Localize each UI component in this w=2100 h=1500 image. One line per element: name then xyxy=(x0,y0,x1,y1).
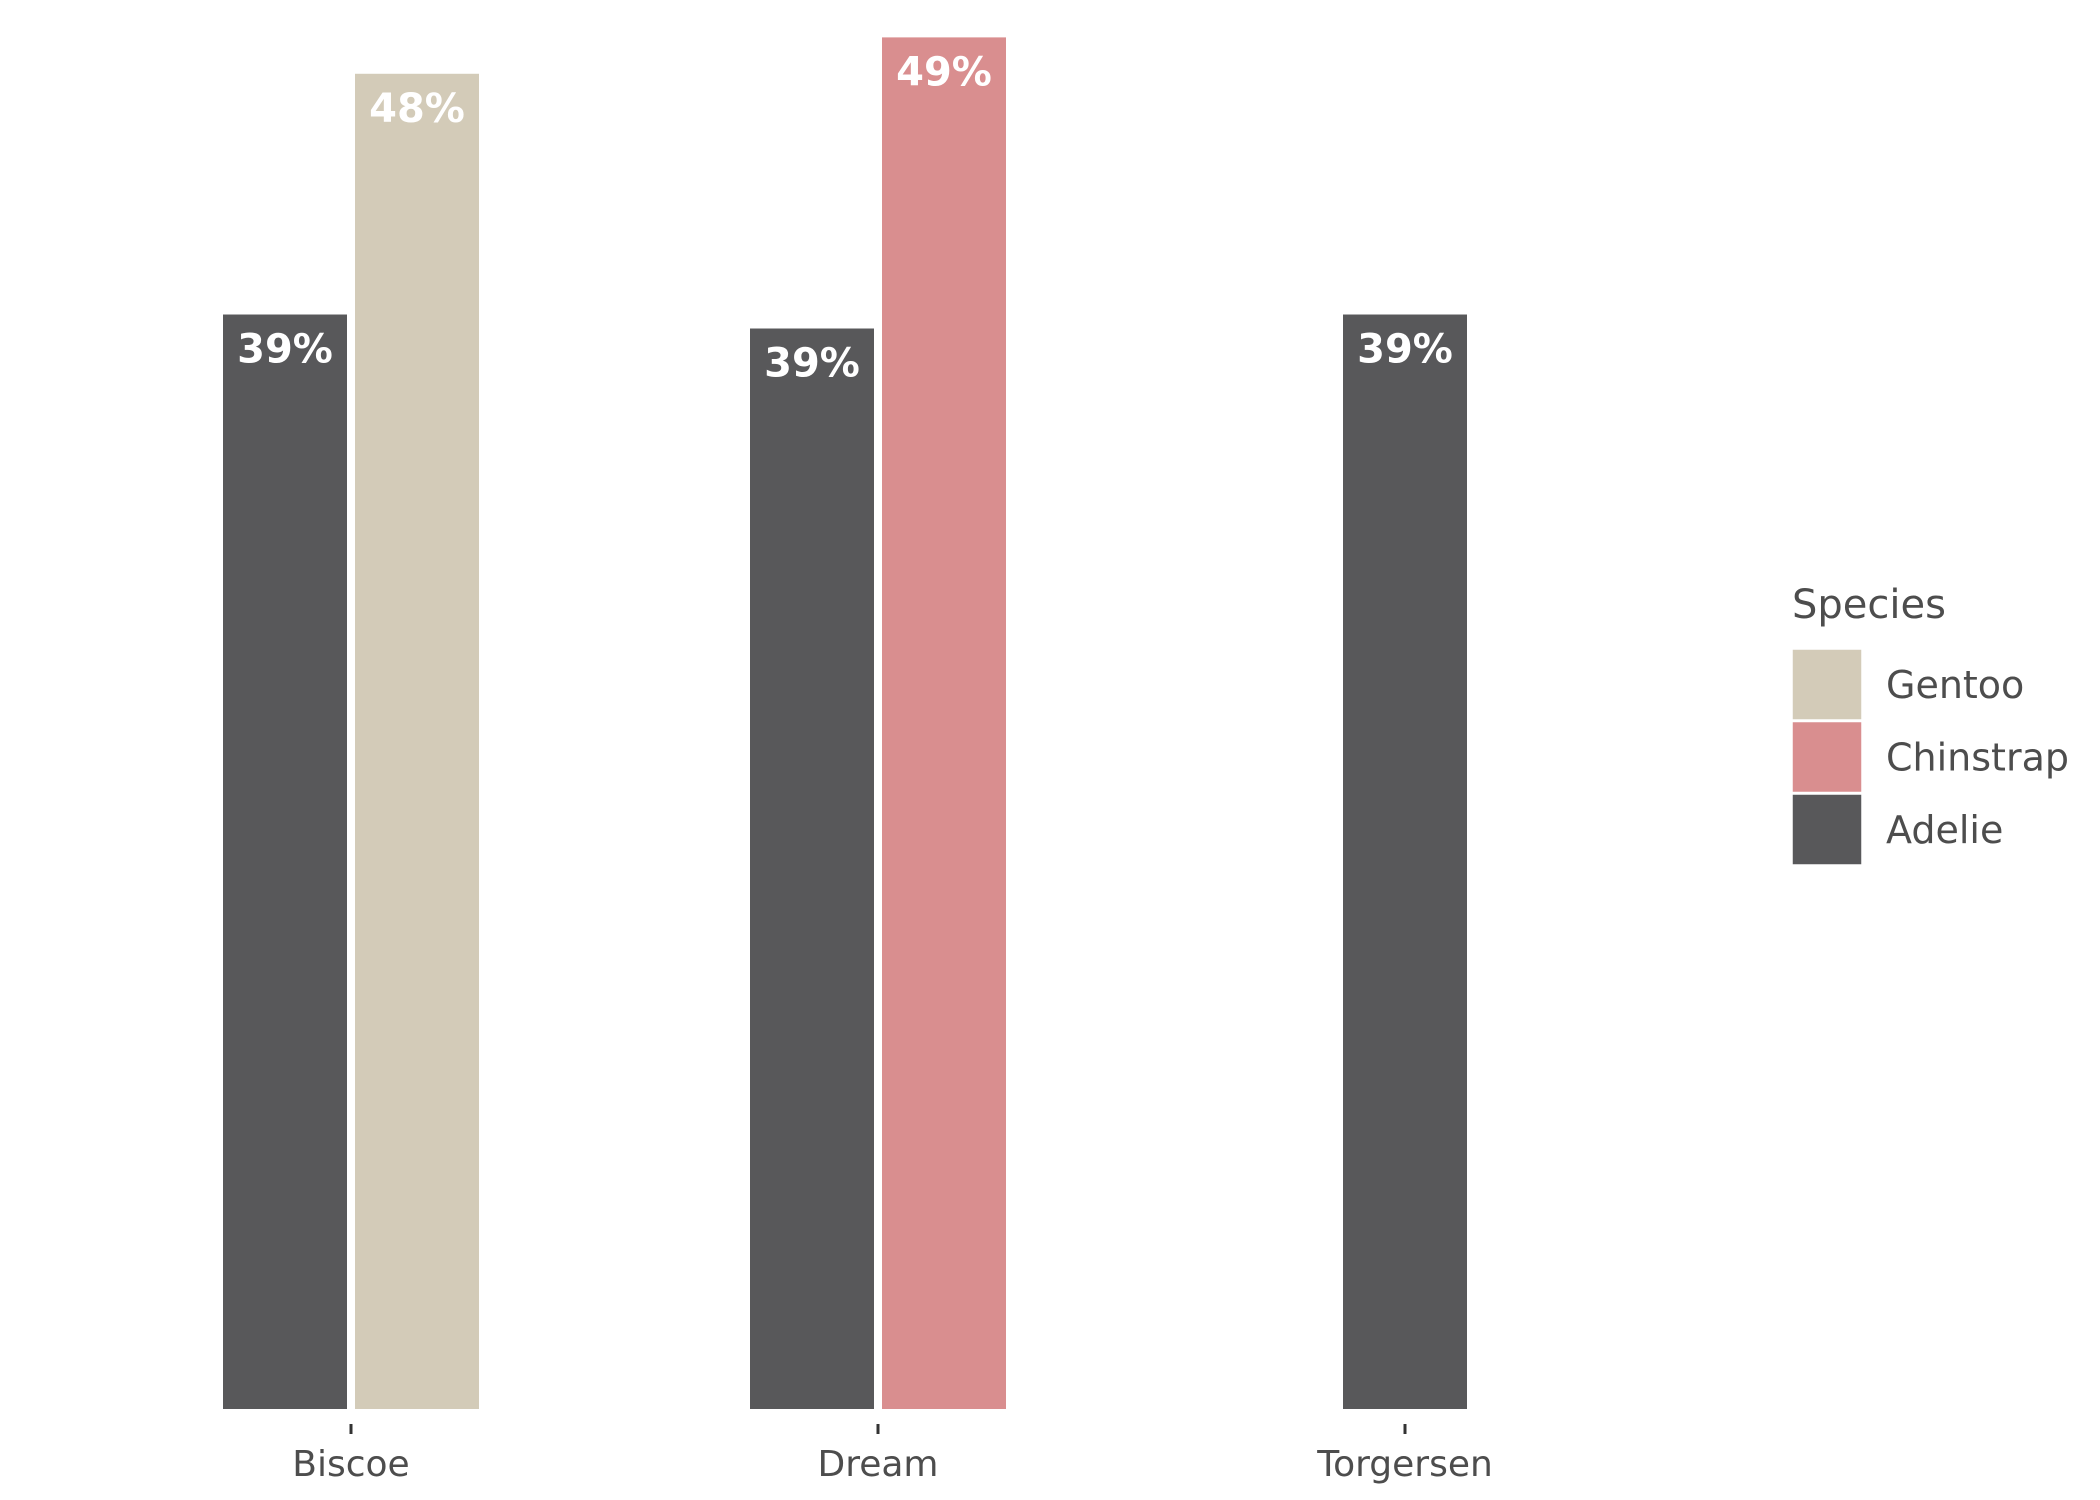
bar-label: 39% xyxy=(764,341,860,387)
bar-biscoe-adelie xyxy=(223,314,347,1409)
x-tick-label: Dream xyxy=(817,1444,938,1485)
x-tick-label: Biscoe xyxy=(292,1444,409,1485)
bar-label: 49% xyxy=(896,49,992,95)
legend-label: Chinstrap xyxy=(1886,736,2069,780)
bar-label: 48% xyxy=(369,86,465,132)
bar-label: 39% xyxy=(237,327,333,373)
legend-key-chinstrap xyxy=(1791,720,1863,794)
bar-torgersen-adelie xyxy=(1343,314,1467,1409)
x-tick-label: Torgersen xyxy=(1316,1444,1493,1485)
legend-label: Adelie xyxy=(1886,808,2003,852)
bar-dream-chinstrap xyxy=(882,37,1006,1410)
bar-dream-adelie xyxy=(750,328,874,1409)
legend-title: Species xyxy=(1792,582,1946,628)
legend-key-adelie xyxy=(1791,793,1863,866)
legend-label: Gentoo xyxy=(1886,663,2024,707)
bar-label: 39% xyxy=(1357,327,1453,373)
legend-key-gentoo xyxy=(1791,648,1863,721)
bar-biscoe-gentoo xyxy=(355,73,479,1410)
